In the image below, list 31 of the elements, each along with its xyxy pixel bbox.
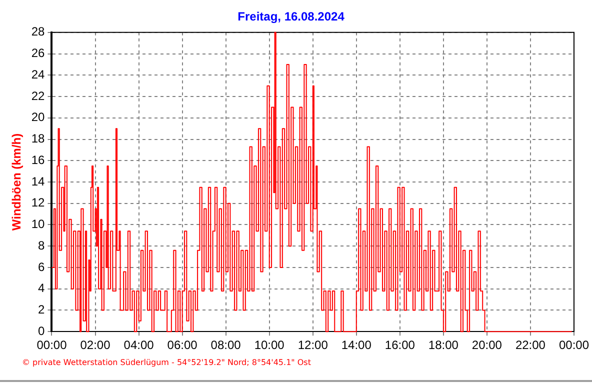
- x-tick-label: 00:00: [36, 338, 68, 352]
- x-tick-label: 16:00: [384, 338, 416, 352]
- y-tick-label: 16: [31, 152, 46, 167]
- y-tick-label: 24: [31, 67, 46, 82]
- x-tick-label: 14:00: [341, 338, 372, 352]
- x-tick-label: 08:00: [210, 338, 242, 352]
- y-tick-label: 10: [31, 217, 46, 232]
- x-tick-label: 18:00: [428, 338, 459, 352]
- x-tick-label: 04:00: [124, 338, 154, 352]
- x-tick-label: 06:00: [167, 338, 198, 352]
- x-tick-label: 20:00: [472, 338, 502, 352]
- y-tick-label: 12: [31, 196, 46, 210]
- y-tick-label: 6: [38, 260, 46, 274]
- y-axis-title: Windböen (km/h): [10, 133, 24, 231]
- y-tick-label: 20: [31, 110, 46, 124]
- x-tick-label: 10:00: [254, 338, 285, 352]
- x-tick-label: 12:00: [298, 338, 328, 352]
- y-tick-label: 28: [31, 24, 46, 39]
- chart-title: Freitag, 16.08.2024: [238, 10, 345, 24]
- y-tick-label: 18: [31, 132, 46, 146]
- y-tick-label: 22: [31, 88, 46, 103]
- y-tick-label: 4: [38, 281, 46, 296]
- x-tick-label: 02:00: [80, 338, 111, 352]
- y-tick-label: 8: [38, 238, 46, 252]
- y-tick-label: 26: [31, 46, 46, 60]
- y-tick-label: 2: [38, 302, 46, 317]
- x-tick-label: 00:00: [558, 338, 590, 352]
- y-tick-label: 0: [38, 324, 46, 338]
- x-tick-label: 22:00: [515, 338, 546, 352]
- text: © private Wetterstation Süderlügum - 54°52'19.2" Nord; 8°54'45.1" Ost: [22, 358, 311, 367]
- y-tick-label: 14: [31, 174, 46, 188]
